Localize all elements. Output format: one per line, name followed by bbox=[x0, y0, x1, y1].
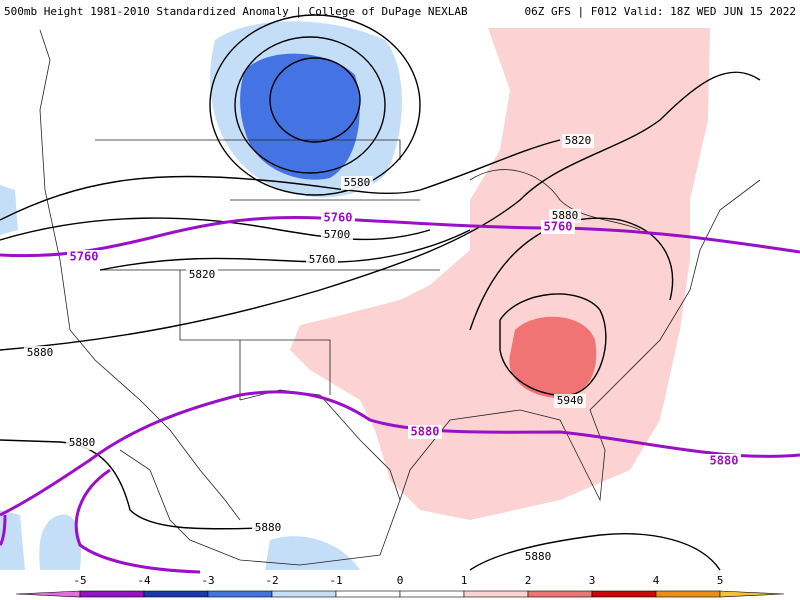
colorbar-segment bbox=[591, 590, 657, 598]
contour-label: 5820 bbox=[565, 134, 592, 147]
label-backdrop bbox=[341, 176, 373, 190]
contour-label: 5880 bbox=[27, 346, 54, 359]
colorbar-segment bbox=[335, 590, 401, 598]
colorbar-label: 2 bbox=[525, 574, 532, 587]
colorbar-label: 0 bbox=[397, 574, 404, 587]
contour-label: 5880 bbox=[255, 521, 282, 534]
label-backdrop bbox=[321, 211, 355, 225]
label-backdrop bbox=[554, 394, 586, 408]
colorbar-segment bbox=[463, 590, 529, 598]
label-backdrop bbox=[67, 250, 101, 264]
contour-label: 5580 bbox=[344, 176, 371, 189]
colorbar-segment bbox=[399, 590, 465, 598]
contour-label: 5700 bbox=[324, 228, 351, 241]
colorbar-segment bbox=[79, 590, 145, 598]
contour-label: 5880 bbox=[710, 454, 739, 468]
label-backdrop bbox=[408, 425, 442, 439]
label-backdrop bbox=[321, 228, 353, 242]
contour-label: 5880 bbox=[69, 436, 96, 449]
label-backdrop bbox=[306, 253, 338, 267]
colorbar-label: 1 bbox=[461, 574, 468, 587]
label-backdrop bbox=[66, 436, 98, 450]
label-backdrop bbox=[186, 268, 218, 282]
header-right: 06Z GFS | F012 Valid: 18Z WED JUN 15 202… bbox=[524, 5, 796, 18]
label-backdrop bbox=[707, 454, 741, 468]
contour-label: 5880 bbox=[411, 425, 440, 439]
geography bbox=[39, 29, 761, 566]
colorbar: -5 -4 -3 -2 -1 0 1 2 3 4 5 bbox=[15, 574, 785, 598]
colorbar-segment bbox=[143, 590, 209, 598]
label-backdrop bbox=[541, 220, 575, 234]
colorbar-segment bbox=[527, 590, 593, 598]
anomaly-shading bbox=[0, 21, 710, 570]
contour-label: 5880 bbox=[525, 550, 552, 563]
colorbar-label: 5 bbox=[717, 574, 724, 587]
colorbar-label: -2 bbox=[265, 574, 278, 587]
contour-label: 5760 bbox=[309, 253, 336, 266]
colorbar-label: 4 bbox=[653, 574, 660, 587]
contour-label: 5880 bbox=[552, 209, 579, 222]
label-backdrop bbox=[562, 134, 594, 148]
contour-label: 5760 bbox=[324, 211, 353, 225]
colorbar-segment bbox=[655, 590, 721, 598]
colorbar-segment bbox=[271, 590, 337, 598]
contour-label: 5820 bbox=[189, 268, 216, 281]
colorbar-end bbox=[719, 590, 785, 598]
colorbar-segment bbox=[207, 590, 273, 598]
label-backdrop bbox=[522, 550, 554, 564]
colorbar-label: -4 bbox=[137, 574, 151, 587]
colorbar-label: -1 bbox=[329, 574, 342, 587]
label-backdrop bbox=[549, 209, 581, 223]
contour-label: 5940 bbox=[557, 394, 584, 407]
label-backdrop bbox=[252, 521, 284, 535]
label-backdrop bbox=[24, 346, 56, 360]
colorbar-label: -3 bbox=[201, 574, 214, 587]
colorbar-label: 3 bbox=[589, 574, 596, 587]
contour-label: 5760 bbox=[70, 250, 99, 264]
colorbar-label: -5 bbox=[73, 574, 86, 587]
contour-label: 5760 bbox=[544, 220, 573, 234]
header-left: 500mb Height 1981-2010 Standardized Anom… bbox=[4, 5, 468, 18]
